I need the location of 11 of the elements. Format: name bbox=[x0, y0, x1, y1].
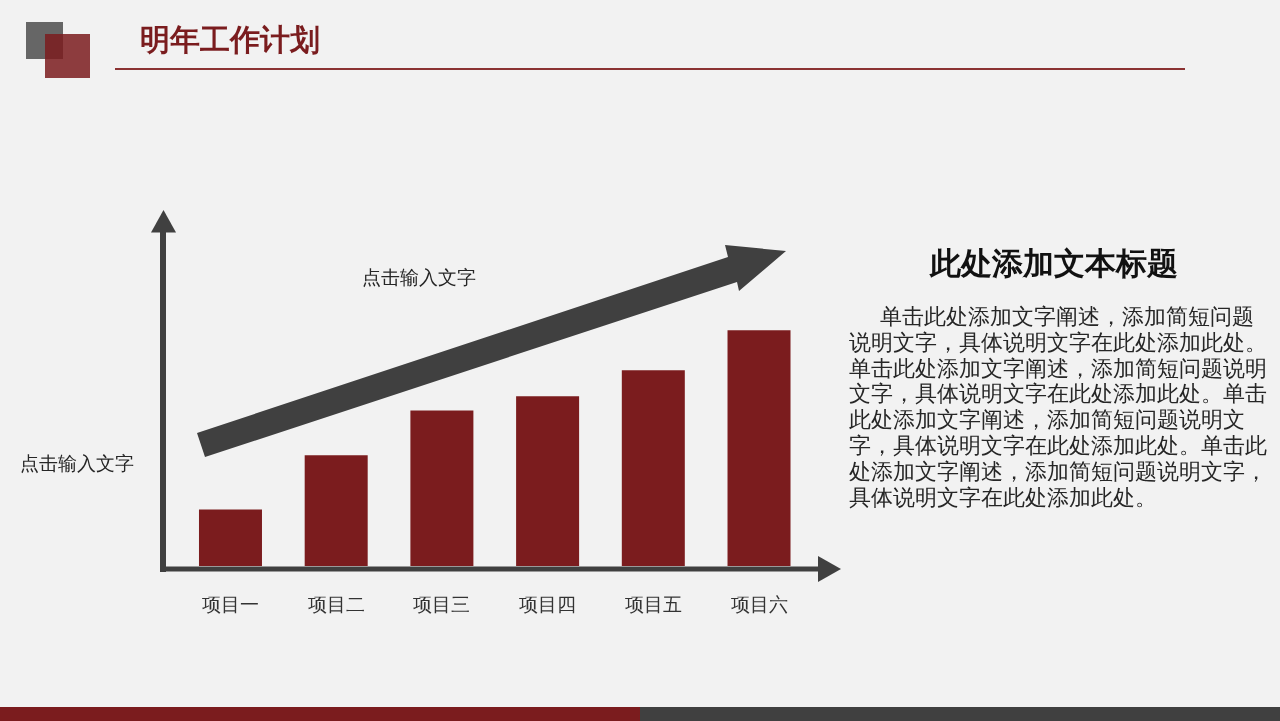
x-tick-label: 项目四 bbox=[519, 592, 577, 615]
text: 此处添加文本标题 bbox=[928, 245, 1179, 281]
x-tick-label: 项目一 bbox=[201, 592, 259, 615]
chart-title: 明年工作计划 bbox=[140, 22, 320, 58]
x-tick-label: 项目三 bbox=[413, 592, 471, 615]
text: 单击此处添加文字阐述，添加简短问题说明文字，具体说明文字在此处添加此处。单击此处添加文字阐述，添加简短问题说明文字，具体说明文字在此处添加此处。单击此处添加文字阐述，添加简短问题说明文字，具体说明文字在此处添加此处。单击此处添加文字阐述，添加简短问题说明文字，具体说明文字在此处添加此处。 bbox=[849, 304, 1268, 511]
x-tick-label: 项目二 bbox=[307, 592, 365, 615]
x-tick-label: 项目六 bbox=[730, 592, 788, 615]
y-axis-title: 点击输入文字 bbox=[20, 452, 134, 475]
text: 点击输入文字 bbox=[362, 266, 476, 289]
x-tick-label: 项目五 bbox=[624, 592, 682, 615]
